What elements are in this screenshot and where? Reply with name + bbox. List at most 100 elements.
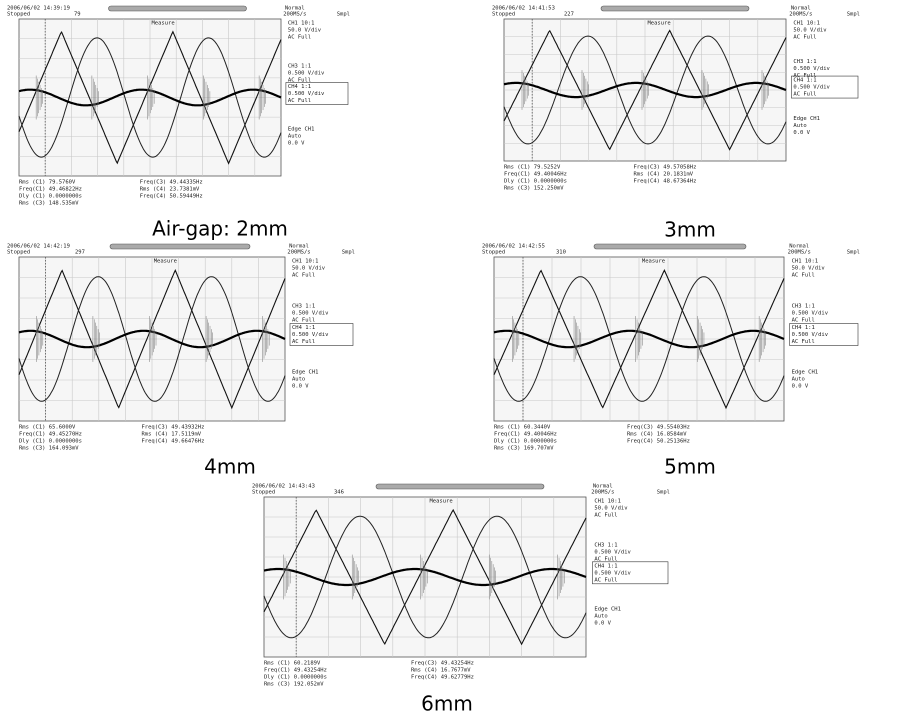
measurement: Dly (C1) 0.0000000s — [19, 439, 82, 445]
measurement: Rms (C4) 17.5119mV — [142, 432, 202, 438]
measurement: Freq(C3) 49.57058Hz — [634, 165, 697, 171]
measure-label: Measure — [152, 21, 175, 27]
waveform-ch1 — [263, 508, 587, 646]
channel-info: 0.500 V/div — [594, 550, 631, 556]
channel-info: AC Full — [792, 339, 815, 345]
acq-count: 346 — [334, 490, 344, 496]
sample-rate: 200MS/s — [788, 250, 811, 256]
trigger-mode: Normal — [789, 244, 809, 250]
channel-info: CH3 1:1 — [792, 304, 815, 310]
channel-info: CH4 1:1 — [793, 78, 816, 84]
channel-box — [289, 323, 354, 346]
channel-info: CH1 10:1 — [792, 259, 819, 265]
channel-info: CH1 10:1 — [292, 259, 319, 265]
trigger-info: 0.0 V — [292, 383, 309, 389]
measure-label: Measure — [648, 21, 671, 27]
channel-info: AC Full — [792, 318, 815, 324]
trigger-mode: Normal — [593, 484, 613, 490]
acq-mode: Smpl — [337, 12, 350, 18]
measurement: Freq(C4) 49.62779Hz — [411, 675, 474, 681]
status: Stopped — [482, 250, 505, 256]
measurement: Rms (C3) 148.535mV — [19, 201, 79, 207]
measurement: Rms (C4) 16.7677mV — [411, 668, 471, 674]
measurement: Dly (C1) 0.0000000s — [494, 439, 557, 445]
measurement: Freq(C1) 49.46822Hz — [19, 187, 82, 193]
trigger-mode: Normal — [285, 6, 305, 12]
measurement: Freq(C4) 49.66476Hz — [142, 439, 205, 445]
channel-info: AC Full — [594, 577, 617, 583]
trigger-info: Auto — [288, 133, 301, 139]
measurement: Rms (C1) 79.5760V — [19, 180, 76, 186]
status: Stopped — [7, 250, 30, 256]
timestamp: 2006/06/02 14:43:43 — [252, 484, 315, 490]
measurement: Rms (C1) 65.6000V — [19, 425, 76, 431]
channel-info: 0.500 V/div — [594, 570, 631, 576]
measurement: Freq(C4) 50.59449Hz — [140, 194, 203, 200]
timestamp: 2006/06/02 14:42:55 — [482, 244, 545, 250]
acq-mode: Smpl — [847, 12, 860, 18]
measurement: Rms (C3) 192.052mV — [264, 682, 324, 688]
channel-info: AC Full — [594, 557, 617, 563]
trigger-info: Auto — [292, 376, 305, 382]
channel-info: CH4 1:1 — [792, 325, 815, 331]
trigger-info: Edge CH1 — [594, 607, 621, 613]
channel-info: 0.500 V/div — [292, 311, 329, 317]
acq-count: 227 — [564, 12, 574, 18]
status: Stopped — [7, 12, 30, 18]
waveform-ch1 — [493, 269, 785, 410]
channel-info: CH4 1:1 — [292, 325, 315, 331]
timestamp: 2006/06/02 14:41:53 — [492, 6, 555, 12]
channel-info: 50.0 V/div — [288, 28, 322, 34]
measurement: Rms (C4) 16.8584mV — [627, 432, 687, 438]
channel-info: CH1 10:1 — [594, 499, 621, 505]
channel-info: AC Full — [793, 35, 816, 41]
panel-caption: 5mm — [664, 455, 716, 479]
channel-info: AC Full — [288, 98, 311, 104]
measurement: Rms (C3) 164.093mV — [19, 446, 79, 452]
measurement: Freq(C1) 49.45270Hz — [19, 432, 82, 438]
measurement: Rms (C3) 169.707mV — [494, 446, 554, 452]
channel-box — [791, 75, 859, 99]
timestamp: 2006/06/02 14:39:19 — [7, 6, 70, 12]
waveform-ch3 — [18, 37, 282, 158]
trigger-info: Auto — [594, 614, 607, 620]
waveform-ch3 — [18, 276, 286, 402]
channel-info: CH3 1:1 — [594, 543, 617, 549]
acq-mode: Smpl — [342, 250, 355, 256]
timestamp: 2006/06/02 14:42:19 — [7, 244, 70, 250]
trigger-info: Edge CH1 — [292, 369, 319, 375]
measure-label: Measure — [154, 259, 177, 265]
channel-info: CH4 1:1 — [288, 84, 311, 90]
channel-info: AC Full — [594, 513, 617, 519]
measurement: Rms (C3) 152.250mV — [504, 186, 564, 192]
panel-caption: Air-gap: 2mm — [152, 217, 288, 241]
sample-rate: 200MS/s — [283, 12, 306, 18]
measurement: Freq(C3) 49.43932Hz — [142, 425, 205, 431]
trigger-mode: Normal — [289, 244, 309, 250]
channel-info: AC Full — [292, 339, 315, 345]
record-bar — [593, 243, 747, 250]
channel-info: 50.0 V/div — [792, 266, 826, 272]
trigger-info: Edge CH1 — [793, 116, 820, 122]
channel-info: 50.0 V/div — [292, 266, 326, 272]
channel-info: 0.500 V/div — [793, 66, 830, 72]
status: Stopped — [252, 490, 275, 496]
trigger-info: 0.0 V — [594, 621, 611, 627]
channel-info: CH1 10:1 — [288, 21, 315, 27]
panel-caption: 4mm — [204, 455, 256, 479]
channel-info: 0.500 V/div — [792, 311, 829, 317]
waveform-ch1 — [503, 29, 787, 151]
measurement: Dly (C1) 0.0000000s — [504, 179, 567, 185]
panel-caption: 6mm — [421, 692, 473, 716]
trigger-info: Edge CH1 — [288, 126, 315, 132]
acq-mode: Smpl — [657, 490, 670, 496]
trigger-info: Auto — [792, 376, 805, 382]
record-bar — [375, 483, 545, 490]
measure-label: Measure — [430, 499, 453, 505]
channel-info: 0.500 V/div — [288, 71, 325, 77]
channel-info: AC Full — [793, 92, 816, 98]
trigger-info: 0.0 V — [792, 383, 809, 389]
